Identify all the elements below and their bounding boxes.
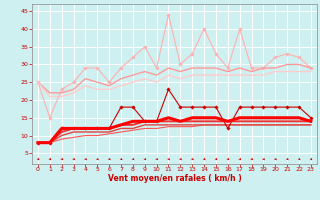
X-axis label: Vent moyen/en rafales ( km/h ): Vent moyen/en rafales ( km/h ) [108,174,241,183]
